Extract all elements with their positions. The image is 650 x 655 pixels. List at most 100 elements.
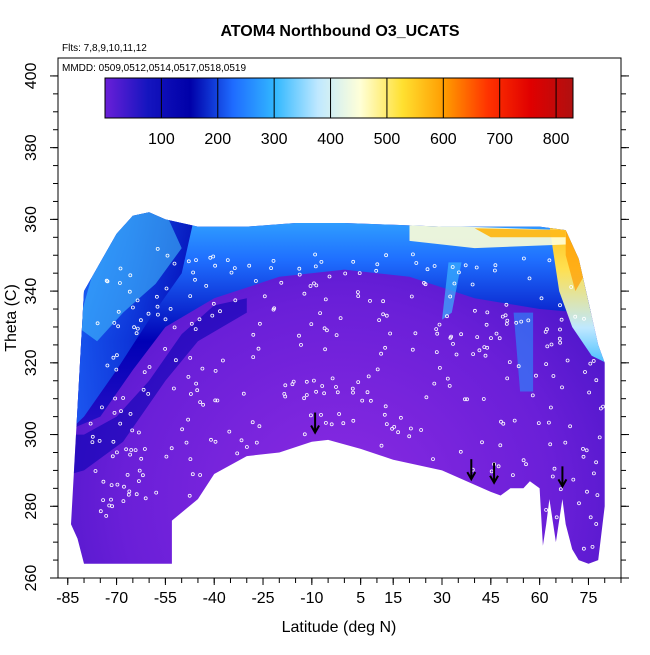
data-point	[107, 503, 112, 508]
colorbar-tick-label: 500	[374, 131, 401, 148]
data-point	[109, 483, 114, 488]
data-point	[312, 281, 316, 286]
x-tick-label: 45	[482, 590, 500, 607]
data-point	[356, 380, 361, 385]
data-point	[225, 258, 230, 263]
data-point	[213, 439, 218, 444]
data-point	[297, 266, 302, 271]
dates-annotation: MMDD: 0509,0512,0514,0517,0518,0519	[62, 63, 246, 74]
data-point	[187, 493, 192, 498]
data-point	[209, 437, 213, 442]
flights-annotation: Flts: 7,8,9,10,11,12	[62, 43, 147, 54]
data-point	[571, 477, 576, 482]
data-point	[424, 395, 429, 400]
data-point	[173, 358, 178, 363]
data-point	[549, 405, 553, 410]
data-point	[142, 447, 147, 451]
data-point	[597, 435, 602, 440]
data-point	[470, 282, 475, 287]
data-point	[247, 263, 252, 268]
data-point	[104, 514, 109, 518]
data-point	[163, 346, 168, 351]
data-point	[329, 422, 334, 427]
data-point	[512, 418, 517, 423]
data-point	[445, 376, 450, 381]
data-point	[590, 545, 595, 549]
data-point	[229, 270, 234, 275]
data-point	[147, 365, 152, 369]
data-point	[498, 443, 503, 448]
data-point	[194, 381, 199, 386]
data-point	[527, 276, 532, 281]
data-point	[320, 384, 325, 388]
data-point	[191, 270, 196, 275]
data-point	[554, 515, 559, 520]
data-point	[186, 417, 191, 422]
data-point	[368, 298, 372, 303]
data-point	[169, 446, 174, 451]
data-point	[351, 418, 356, 423]
data-point	[195, 388, 200, 393]
data-point	[323, 420, 328, 425]
data-point	[447, 383, 452, 388]
data-point	[489, 336, 493, 341]
data-point	[497, 336, 502, 341]
y-tick-label: 340	[23, 278, 40, 305]
data-point	[456, 270, 461, 275]
data-point	[350, 386, 355, 391]
data-point	[143, 496, 148, 501]
data-point	[290, 382, 295, 387]
down-arrow-marker	[557, 466, 568, 489]
data-point	[283, 394, 288, 399]
x-tick-label: 30	[433, 590, 451, 607]
data-point	[127, 489, 132, 494]
data-point	[327, 274, 332, 279]
data-point	[232, 266, 237, 271]
data-point	[136, 430, 141, 435]
data-point	[501, 421, 506, 426]
colorbar: 100 200 300 400 500 600 700 800	[104, 77, 574, 148]
data-point	[111, 355, 116, 360]
data-point	[396, 430, 401, 435]
data-point	[422, 280, 426, 285]
data-point	[105, 363, 110, 368]
data-point	[384, 253, 389, 258]
x-axis: -85 -70 -55 -40 -25 -10 5 15 30 45 60 75	[56, 578, 622, 607]
data-point	[484, 322, 489, 327]
data-point	[271, 307, 276, 312]
data-point	[463, 263, 468, 268]
data-point	[130, 305, 135, 310]
data-point	[368, 398, 373, 403]
data-point	[357, 271, 362, 276]
x-tick-label: -25	[251, 590, 274, 607]
data-point	[262, 294, 267, 299]
data-point	[250, 420, 255, 425]
data-point	[536, 421, 541, 426]
data-point	[171, 386, 176, 391]
down-arrow-marker	[310, 412, 320, 435]
data-point	[121, 499, 126, 504]
data-point	[503, 313, 508, 318]
data-point	[583, 370, 587, 374]
data-point	[599, 406, 603, 411]
data-point	[211, 301, 216, 306]
data-point	[251, 332, 256, 337]
heatmap-transition-belt	[71, 298, 247, 478]
data-point	[188, 355, 193, 360]
data-point	[128, 411, 133, 416]
data-point	[544, 507, 548, 512]
data-point	[319, 259, 324, 264]
data-point	[90, 440, 95, 445]
x-tick-label: 15	[384, 590, 402, 607]
data-point	[588, 515, 593, 520]
data-point	[116, 309, 121, 314]
data-point	[90, 434, 95, 439]
data-point	[474, 265, 479, 270]
data-point	[116, 324, 120, 329]
data-point	[154, 490, 159, 495]
data-point	[193, 277, 197, 282]
data-point	[122, 484, 126, 489]
data-point	[504, 302, 509, 307]
data-point	[530, 393, 535, 398]
data-point	[146, 391, 151, 396]
